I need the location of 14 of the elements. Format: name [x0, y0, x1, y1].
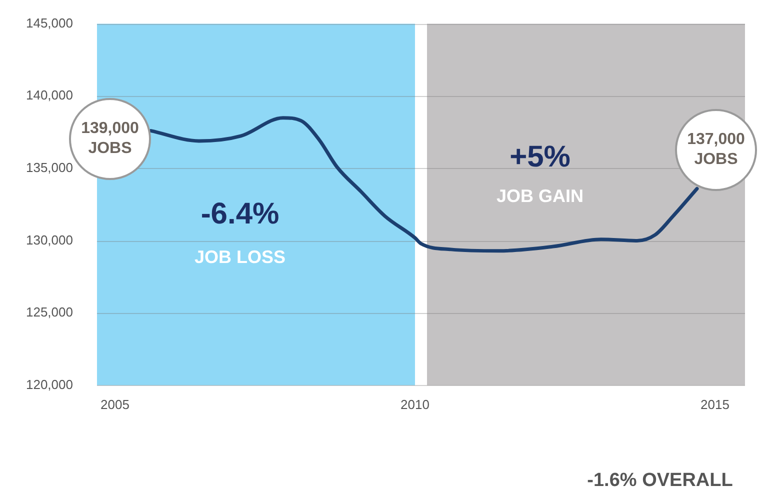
annotation: +5% [510, 140, 570, 174]
annotation: JOB LOSS [194, 246, 286, 267]
x-tick-label: 2005 [100, 396, 130, 412]
y-tick-label: 130,000 [26, 232, 73, 248]
annotation: -6.4% [200, 197, 280, 230]
text: -1.6% OVERALL [587, 470, 734, 492]
y-tick-label: 145,000 [26, 15, 73, 30]
x-tick-label: 2010 [400, 396, 430, 412]
x-tick-label: 2015 [700, 396, 730, 412]
y-tick-label: 135,000 [26, 160, 73, 176]
y-tick-label: 140,000 [26, 88, 73, 103]
y-tick-label: 120,000 [26, 376, 73, 392]
annotation: JOB GAIN [496, 186, 584, 206]
y-tick-label: 125,000 [26, 304, 73, 320]
